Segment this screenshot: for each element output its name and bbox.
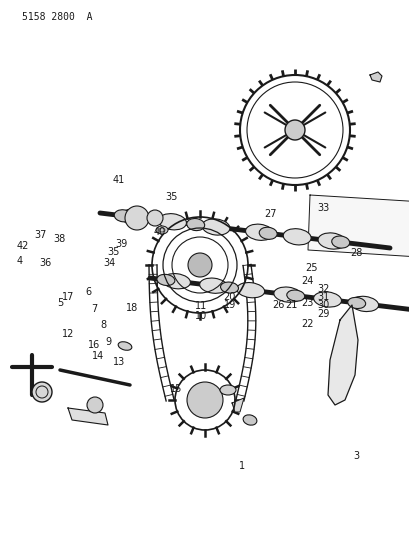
Text: 39: 39 <box>115 239 127 249</box>
Ellipse shape <box>273 287 301 302</box>
Text: 13: 13 <box>112 358 125 367</box>
Ellipse shape <box>347 297 365 309</box>
Text: 35: 35 <box>108 247 120 257</box>
Text: 32: 32 <box>317 285 329 294</box>
Text: 3: 3 <box>353 451 359 461</box>
Text: 36: 36 <box>39 259 51 268</box>
Text: 22: 22 <box>301 319 313 329</box>
Circle shape <box>125 206 148 230</box>
Text: 5: 5 <box>57 298 64 308</box>
Ellipse shape <box>157 274 174 286</box>
Text: 23: 23 <box>301 298 313 308</box>
Polygon shape <box>369 72 381 82</box>
Ellipse shape <box>243 415 256 425</box>
Text: 41: 41 <box>112 175 125 184</box>
Text: 38: 38 <box>53 234 65 244</box>
Text: 35: 35 <box>165 192 177 202</box>
Ellipse shape <box>220 385 236 395</box>
Ellipse shape <box>155 226 168 234</box>
Text: 14: 14 <box>92 351 104 361</box>
Text: 33: 33 <box>317 203 329 213</box>
Text: 29: 29 <box>317 310 329 319</box>
Polygon shape <box>307 195 409 258</box>
Ellipse shape <box>258 227 276 239</box>
Text: 10: 10 <box>194 311 207 320</box>
Text: 31: 31 <box>317 293 329 302</box>
Ellipse shape <box>202 219 229 235</box>
Polygon shape <box>68 408 108 425</box>
Text: 27: 27 <box>264 209 276 219</box>
Text: 1: 1 <box>238 462 244 471</box>
Text: 16: 16 <box>88 341 100 350</box>
Ellipse shape <box>350 296 378 312</box>
Ellipse shape <box>220 282 238 293</box>
Circle shape <box>87 397 103 413</box>
Ellipse shape <box>317 233 345 249</box>
Circle shape <box>187 382 222 418</box>
Text: 6: 6 <box>85 287 91 296</box>
Text: 5158 2800  A: 5158 2800 A <box>22 12 92 22</box>
Text: 17: 17 <box>61 292 74 302</box>
Ellipse shape <box>118 342 132 350</box>
Ellipse shape <box>114 210 132 222</box>
Ellipse shape <box>331 236 349 248</box>
Circle shape <box>32 382 52 402</box>
Circle shape <box>284 120 304 140</box>
Ellipse shape <box>186 219 204 231</box>
Ellipse shape <box>286 290 304 301</box>
Text: 7: 7 <box>91 304 97 314</box>
Text: 9: 9 <box>106 337 111 347</box>
Text: 20: 20 <box>223 293 235 302</box>
Circle shape <box>188 253 211 277</box>
Text: 30: 30 <box>317 301 329 310</box>
Ellipse shape <box>236 282 264 298</box>
Text: 11: 11 <box>194 302 207 311</box>
Text: 25: 25 <box>305 263 317 272</box>
Text: 12: 12 <box>61 329 74 338</box>
Text: 37: 37 <box>34 230 46 239</box>
Text: 19: 19 <box>223 301 235 310</box>
Ellipse shape <box>158 214 186 230</box>
Ellipse shape <box>162 273 190 289</box>
Text: 42: 42 <box>16 241 29 251</box>
Text: 15: 15 <box>170 384 182 394</box>
Ellipse shape <box>245 224 273 240</box>
Ellipse shape <box>199 278 227 293</box>
Text: 18: 18 <box>126 303 138 312</box>
Ellipse shape <box>121 209 148 225</box>
Text: 24: 24 <box>301 277 313 286</box>
Polygon shape <box>231 398 243 412</box>
Circle shape <box>147 210 163 226</box>
Text: 8: 8 <box>101 320 106 330</box>
Ellipse shape <box>313 292 341 307</box>
Text: 21: 21 <box>284 301 297 310</box>
Ellipse shape <box>283 229 310 245</box>
Text: 40: 40 <box>153 227 166 237</box>
Text: 28: 28 <box>350 248 362 258</box>
Text: 34: 34 <box>103 258 116 268</box>
Text: 4: 4 <box>17 256 22 266</box>
Text: 26: 26 <box>272 300 284 310</box>
Polygon shape <box>327 305 357 405</box>
